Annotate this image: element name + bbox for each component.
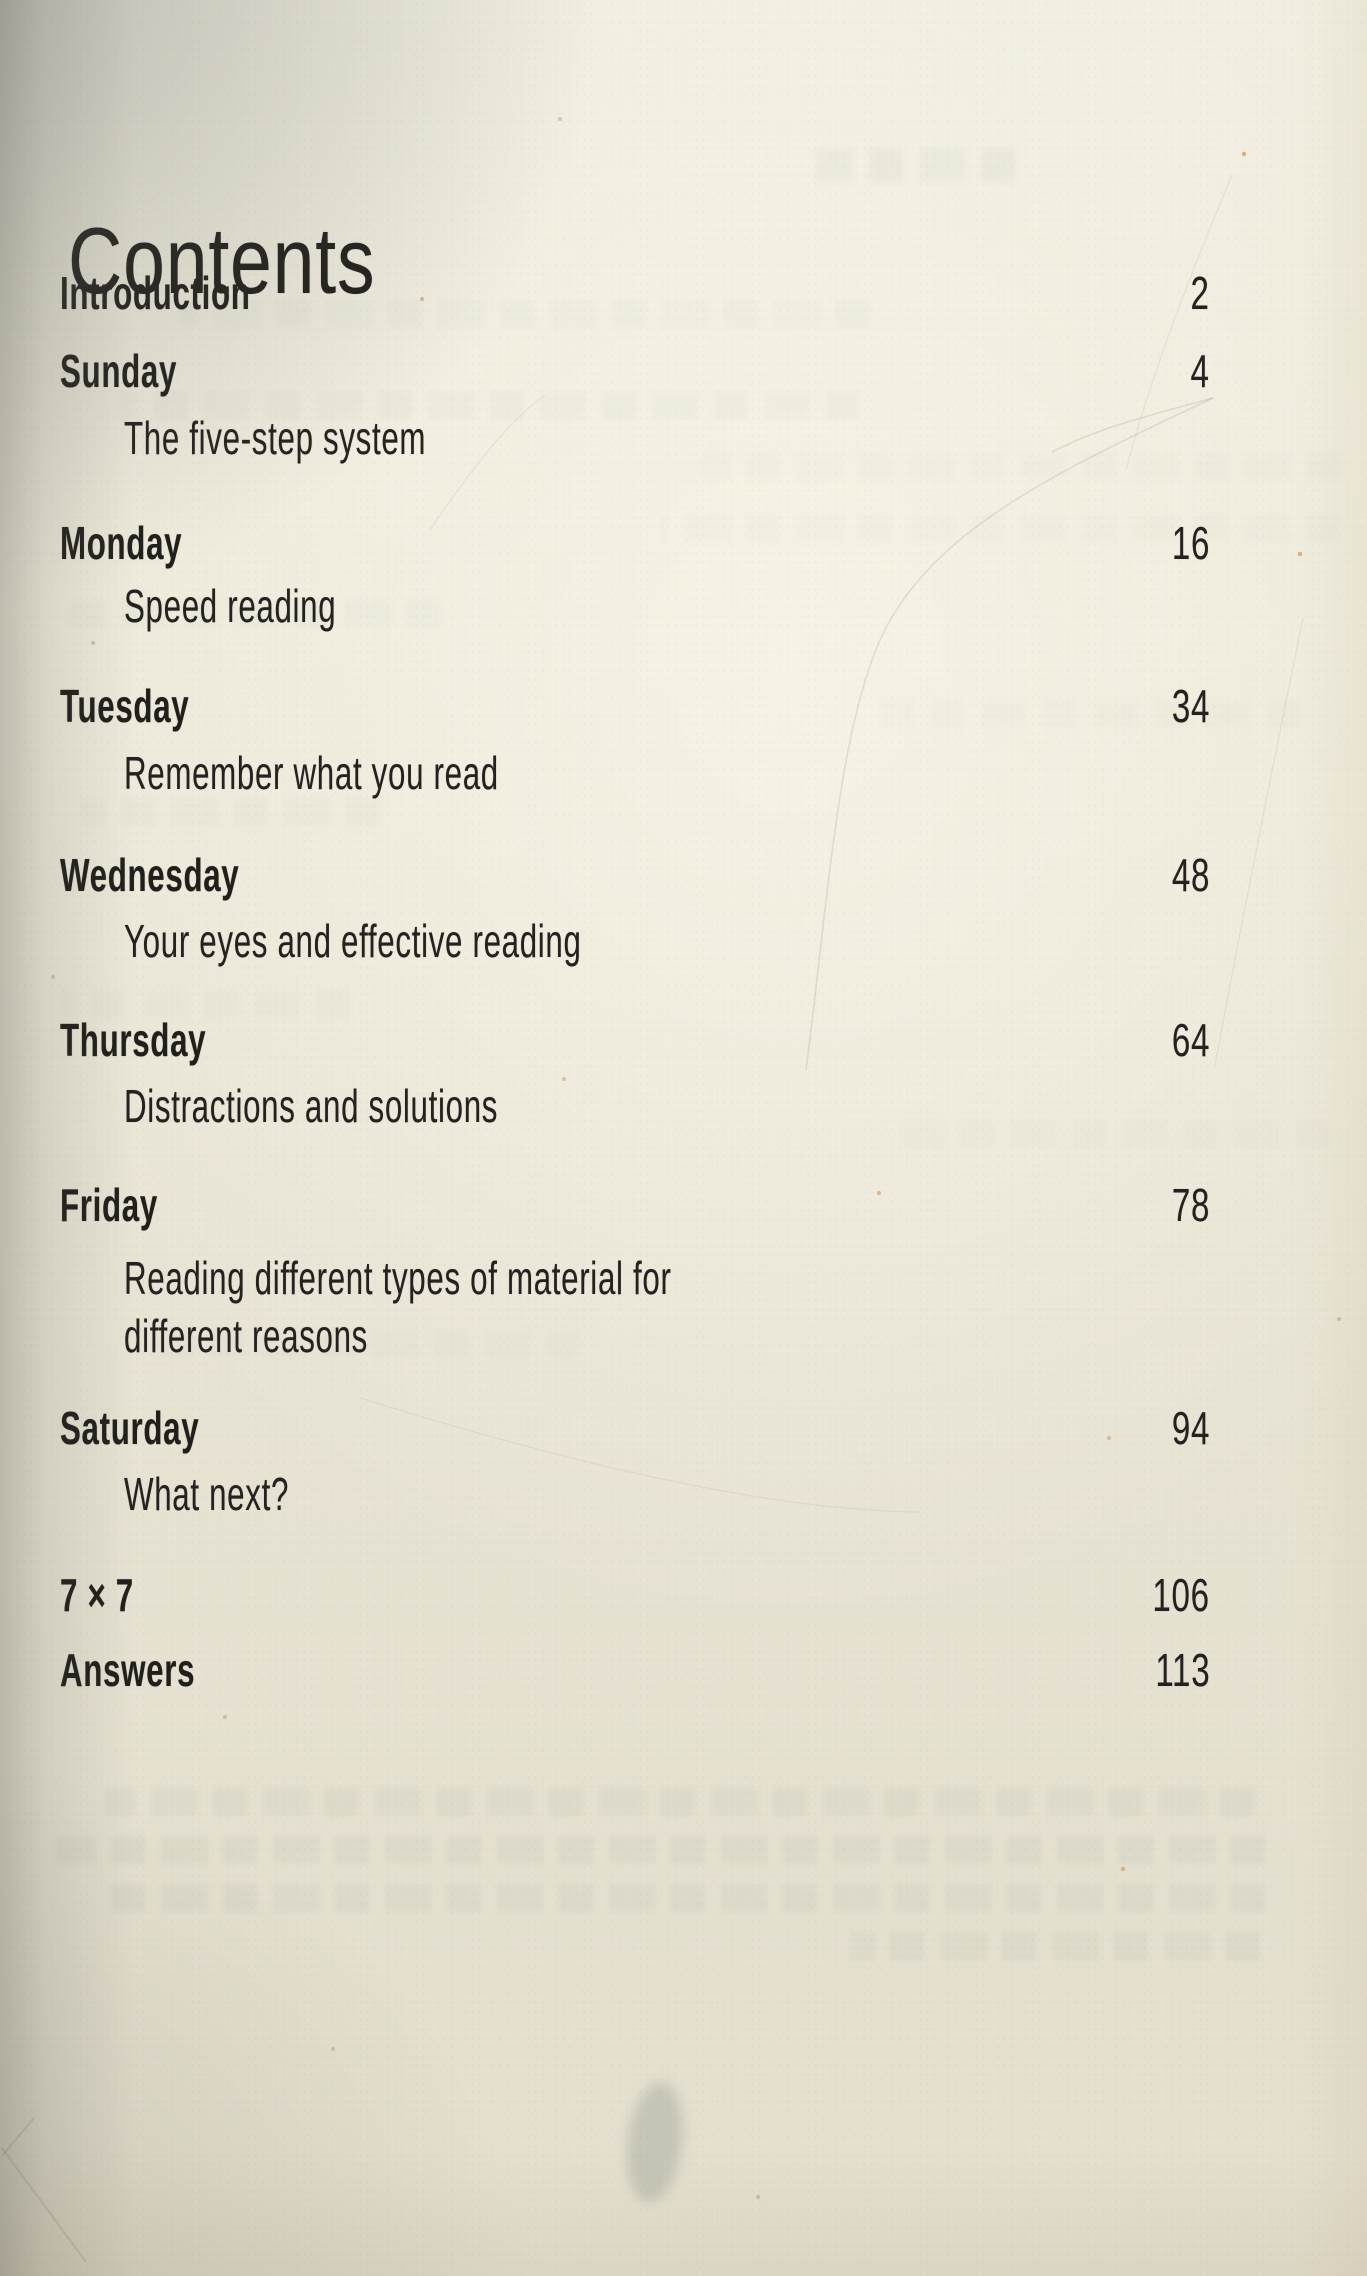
toc-entry-subtitle: Your eyes and effective reading	[124, 915, 582, 967]
toc-entry-subtitle: Reading different types of material for …	[124, 1252, 672, 1362]
toc-entry-label: Tuesday	[60, 680, 190, 732]
toc-entry-page-number: 94	[1171, 1402, 1210, 1454]
toc-entry: Tuesday 34	[0, 680, 1367, 740]
toc-entry: Introduction 2	[0, 267, 1367, 327]
toc-entry-page-number: 113	[1155, 1644, 1210, 1696]
toc-entry-page-number: 16	[1171, 517, 1210, 569]
toc-entry: Sunday 4	[0, 345, 1367, 405]
toc-entry-subtitle: The five-step system	[124, 412, 427, 464]
toc-entry: 7 × 7 106	[0, 1569, 1367, 1629]
toc-entry: Friday 78	[0, 1179, 1367, 1239]
toc-entry: Saturday 94	[0, 1402, 1367, 1462]
toc-entry: Monday 16	[0, 517, 1367, 577]
toc-entry-label: Wednesday	[60, 849, 240, 901]
toc-entry-page-number: 34	[1171, 680, 1210, 732]
toc-entry-page-number: 64	[1171, 1014, 1210, 1066]
toc-entry-page-number: 106	[1152, 1569, 1210, 1621]
toc-entry: Thursday 64	[0, 1014, 1367, 1074]
page-title: Contents	[68, 207, 376, 313]
toc-entry-label: Friday	[60, 1179, 158, 1231]
toc-entry-subtitle: Distractions and solutions	[124, 1080, 499, 1132]
toc-entry-page-number: 4	[1190, 345, 1210, 397]
toc-entry-label: Monday	[60, 517, 183, 569]
toc-entry-subtitle: Speed reading	[124, 580, 337, 632]
toc-entry-label: Answers	[60, 1644, 196, 1696]
toc-entry-page-number: 48	[1171, 849, 1210, 901]
toc-entry-page-number: 2	[1190, 267, 1210, 319]
toc-entry-page-number: 78	[1171, 1179, 1210, 1231]
toc-entry-subtitle: What next?	[124, 1468, 290, 1520]
toc-entry-label: Thursday	[60, 1014, 207, 1066]
toc-entry-subtitle: Remember what you read	[124, 747, 499, 799]
toc-entry-label: Introduction	[60, 267, 251, 319]
toc-entry-label: Saturday	[60, 1402, 200, 1454]
toc-entry-label: 7 × 7	[60, 1569, 134, 1621]
toc-entry: Answers 113	[0, 1644, 1367, 1704]
toc-entry: Wednesday 48	[0, 849, 1367, 909]
toc-entry-label: Sunday	[60, 345, 178, 397]
